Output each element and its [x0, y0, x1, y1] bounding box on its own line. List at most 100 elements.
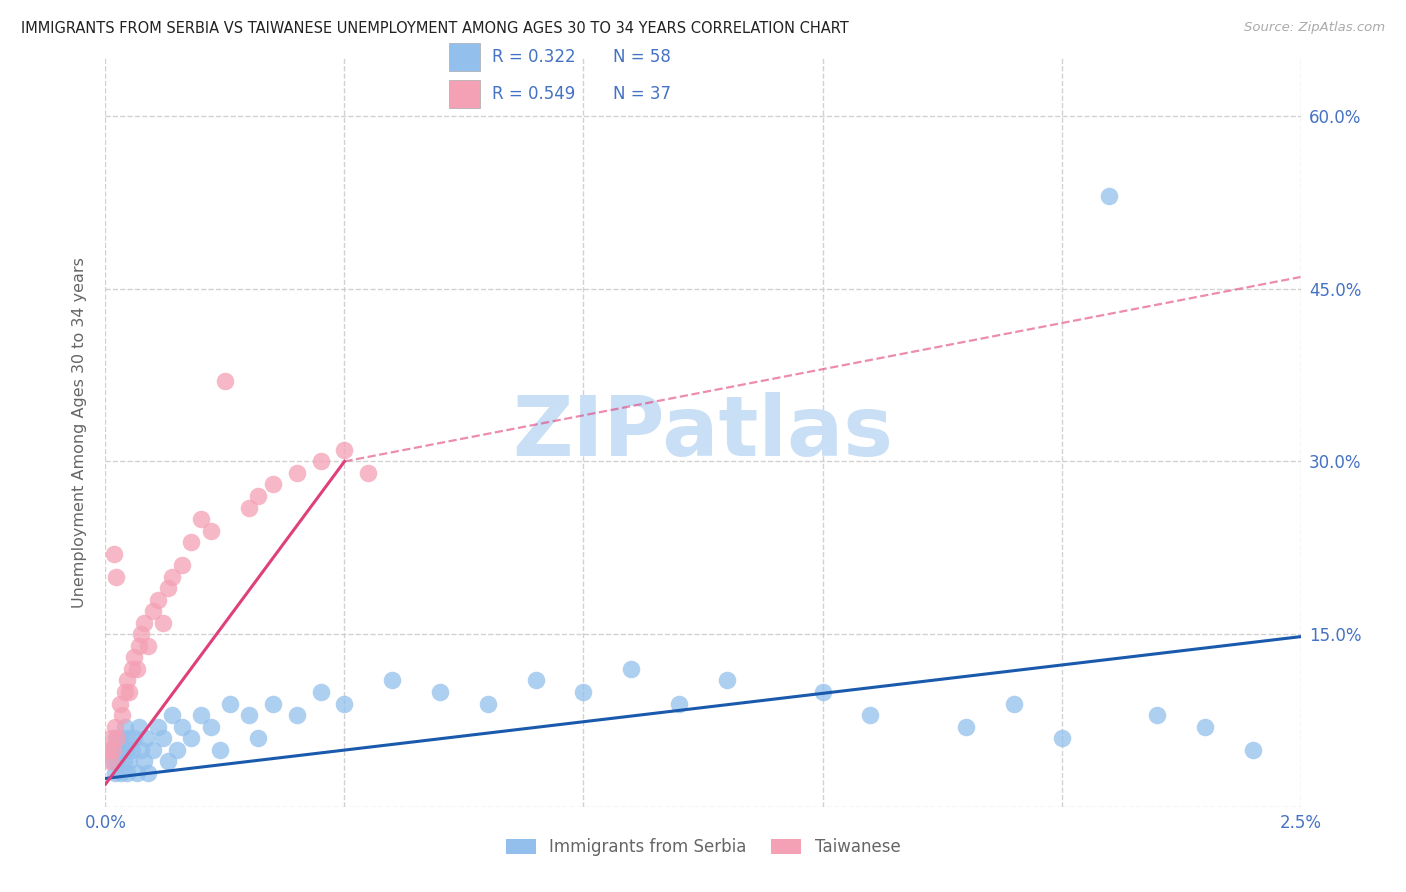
Point: [859, 708, 882, 723]
Point: [1194, 720, 1216, 734]
Point: [118, 754, 141, 768]
Point: [128, 639, 150, 653]
Point: [104, 720, 127, 734]
Legend: Immigrants from Serbia, Taiwanese: Immigrants from Serbia, Taiwanese: [499, 831, 907, 863]
Point: [129, 742, 153, 756]
Point: [214, 374, 236, 388]
Text: Source: ZipAtlas.com: Source: ZipAtlas.com: [1244, 21, 1385, 35]
Point: [162, 570, 184, 584]
Point: [170, 720, 193, 734]
Point: [107, 731, 129, 745]
Point: [1241, 742, 1264, 756]
Point: [811, 685, 834, 699]
Point: [200, 524, 222, 538]
Point: [381, 673, 404, 688]
Point: [135, 731, 157, 745]
Text: R = 0.549: R = 0.549: [492, 85, 575, 103]
Point: [114, 742, 136, 756]
Text: ZIPatlas: ZIPatlas: [513, 392, 893, 473]
Point: [122, 731, 145, 745]
Point: [156, 581, 179, 595]
Point: [620, 662, 643, 676]
Point: [162, 708, 184, 723]
Point: [142, 604, 165, 618]
Text: N = 58: N = 58: [613, 48, 671, 66]
Point: [138, 639, 160, 653]
Point: [146, 592, 169, 607]
Point: [238, 500, 260, 515]
Point: [285, 466, 308, 480]
Point: [716, 673, 738, 688]
Point: [152, 615, 174, 630]
Point: [247, 489, 270, 503]
Point: [108, 697, 131, 711]
Point: [128, 720, 150, 734]
Point: [166, 742, 188, 756]
Point: [129, 627, 153, 641]
Point: [114, 720, 136, 734]
Point: [477, 697, 499, 711]
Point: [668, 697, 690, 711]
Point: [190, 512, 212, 526]
Point: [572, 685, 595, 699]
Point: [101, 754, 124, 768]
Point: [180, 731, 202, 745]
Point: [262, 477, 284, 491]
Point: [132, 754, 155, 768]
Point: [156, 754, 179, 768]
Point: [333, 697, 356, 711]
Point: [309, 685, 332, 699]
Point: [104, 765, 127, 780]
Point: [101, 742, 124, 756]
Text: IMMIGRANTS FROM SERBIA VS TAIWANESE UNEMPLOYMENT AMONG AGES 30 TO 34 YEARS CORRE: IMMIGRANTS FROM SERBIA VS TAIWANESE UNEM…: [21, 21, 849, 37]
Point: [1146, 708, 1168, 723]
Y-axis label: Unemployment Among Ages 30 to 34 years: Unemployment Among Ages 30 to 34 years: [72, 257, 87, 608]
Point: [104, 570, 127, 584]
Point: [170, 558, 193, 573]
Point: [108, 742, 131, 756]
Point: [309, 454, 332, 468]
Point: [112, 754, 135, 768]
Point: [115, 673, 138, 688]
Point: [103, 547, 125, 561]
FancyBboxPatch shape: [449, 43, 479, 71]
Point: [524, 673, 547, 688]
Point: [98, 754, 121, 768]
Point: [111, 742, 134, 756]
Point: [108, 731, 131, 745]
Point: [1050, 731, 1073, 745]
Point: [180, 535, 202, 549]
Point: [152, 731, 174, 745]
Point: [247, 731, 270, 745]
Point: [190, 708, 212, 723]
Point: [218, 697, 240, 711]
Point: [333, 442, 356, 457]
Point: [1098, 189, 1121, 203]
Point: [100, 731, 122, 745]
Point: [132, 615, 155, 630]
Point: [285, 708, 308, 723]
Point: [357, 466, 380, 480]
Point: [138, 765, 160, 780]
Point: [111, 708, 134, 723]
Point: [955, 720, 977, 734]
Point: [142, 742, 165, 756]
Point: [118, 685, 141, 699]
Point: [117, 731, 139, 745]
Point: [125, 662, 148, 676]
Point: [262, 697, 284, 711]
Point: [429, 685, 451, 699]
Point: [146, 720, 169, 734]
Point: [200, 720, 222, 734]
FancyBboxPatch shape: [449, 79, 479, 108]
Point: [121, 662, 143, 676]
Point: [1002, 697, 1025, 711]
Point: [125, 765, 148, 780]
Point: [107, 754, 129, 768]
Point: [114, 685, 136, 699]
Text: R = 0.322: R = 0.322: [492, 48, 576, 66]
Point: [209, 742, 232, 756]
Point: [121, 742, 143, 756]
Point: [104, 731, 127, 745]
Point: [238, 708, 260, 723]
